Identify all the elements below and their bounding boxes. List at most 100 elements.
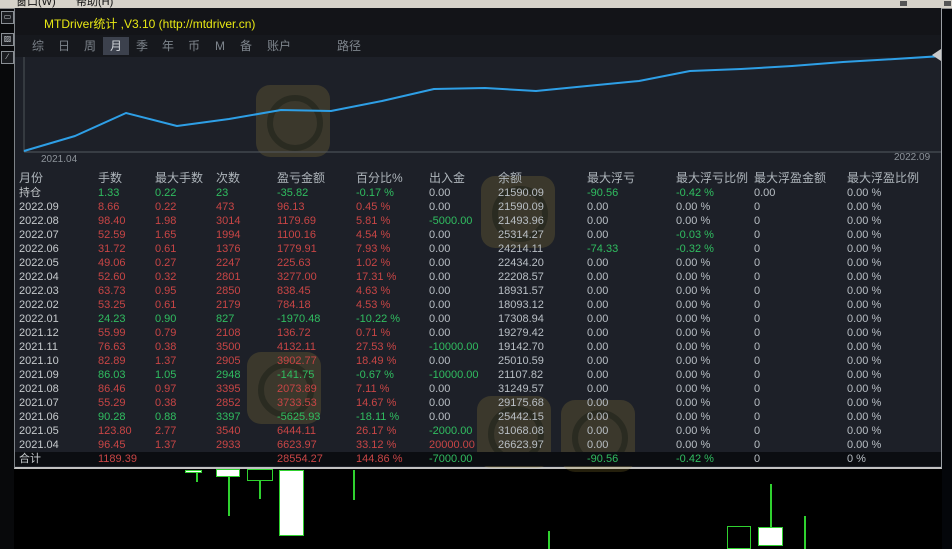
table-row[interactable]: 持仓 1.33 0.22 23 -35.82 -0.17 % 0.00 21590.09 -90… [15,186,941,200]
table-header-cell[interactable]: 最大手数 [155,171,204,185]
table-cell: -10000.00 [429,369,479,381]
table-cell: 8.66 [98,201,120,213]
table-row[interactable]: 2021.12 55.99 0.79 2108 136.72 0.71 % 0.00 1927… [15,326,941,340]
table-header-cell[interactable]: 最大浮盈比例 [847,171,920,185]
table-cell: 0.00 % [676,299,711,311]
table-header-cell[interactable]: 最大浮亏 [587,171,636,185]
table-cell: 0.61 [155,243,177,255]
table-row[interactable]: 2022.09 8.66 0.22 473 96.13 0.45 % 0.00 21590.0… [15,200,941,214]
table-header-cell[interactable]: 余额 [498,171,523,185]
table-row[interactable]: 2022.06 31.72 0.61 1376 1779.91 7.93 % 0.00 242… [15,242,941,256]
toolbar-item-备[interactable]: 备 [239,39,252,53]
toolbar-item-综[interactable]: 综 [31,39,44,53]
table-row[interactable]: 2022.03 63.73 0.95 2850 838.45 4.63 % 0.00 1893… [15,284,941,298]
table-cell: 5.81 % [356,215,391,227]
table-cell: 21590.09 [498,187,544,199]
table-row[interactable]: 2022.04 52.60 0.32 2801 3277.00 17.31 % 0.00 22… [15,270,941,284]
table-cell: 0.00 [587,369,609,381]
table-cell: 0.00 [429,355,451,367]
table-header-cell[interactable]: 最大浮盈金额 [754,171,827,185]
table-cell: 33.12 % [356,439,397,451]
table-total-row[interactable]: 合计 1189.39 28554.27 144.86 % -7000.00 -90.56 -… [15,452,941,466]
table-cell: 1.98 [155,215,177,227]
table-header-cell[interactable]: 百分比% [356,171,403,185]
table-cell: 0.32 [155,271,177,283]
candle-body [279,470,304,536]
table-row[interactable]: 2021.07 55.29 0.38 2852 3733.53 14.67 % 0.00 29… [15,396,941,410]
toolbar-item-周[interactable]: 周 [83,39,96,53]
table-cell: 0.00 [429,285,451,297]
table-cell: 3500 [216,341,241,353]
stats-toolbar: 综日周月季年币 M 备账户 路径 [15,35,941,57]
table-cell: 0.00 % [676,355,711,367]
table-cell: 473 [216,201,235,213]
table-row[interactable]: 2021.09 86.03 1.05 2948 -141.75 -0.67 % -10000… [15,368,941,382]
table-cell: 25442.15 [498,411,544,423]
table-cell: -2000.00 [429,425,473,437]
table-cell: 123.80 [98,425,132,437]
toolbar-item-年[interactable]: 年 [161,39,174,53]
table-cell: 144.86 % [356,453,403,465]
table-cell: 0.00 % [676,369,711,381]
table-cell: -90.56 [587,453,619,465]
table-cell: -18.11 % [356,411,400,423]
table-cell: 0 [754,243,761,255]
toolbar-item-币[interactable]: 币 [187,39,200,53]
table-row[interactable]: 2021.11 76.63 0.38 3500 4132.11 27.53 % -10000… [15,340,941,354]
table-header-cell[interactable]: 次数 [216,171,241,185]
table-header-cell[interactable]: 出入金 [429,171,466,185]
toolbar-item-M[interactable]: M [215,39,225,53]
x-axis-end-label: 2022.09 [894,152,931,163]
candle-body [758,527,783,546]
window-close-icon[interactable] [944,1,951,6]
table-row[interactable]: 2022.07 52.59 1.65 1994 1100.16 4.54 % 0.00 253… [15,228,941,242]
toolbar-item-path[interactable]: 路径 [336,39,361,53]
table-row[interactable]: 2022.08 98.40 1.98 3014 1179.69 5.81 % -5000.0… [15,214,941,228]
table-cell: 28554.27 [277,453,323,465]
table-cell: 0.79 [155,327,177,339]
line-tool-icon[interactable]: ∕ [1,51,14,64]
table-cell: 0 [754,313,761,325]
table-cell: 0.90 [155,313,177,325]
table-header-cell[interactable]: 月份 [19,171,44,185]
table-cell: 持仓 [19,187,41,199]
window-minimize-icon[interactable] [900,1,907,6]
table-cell: 0.00 [587,411,609,423]
table-row[interactable]: 2021.10 82.89 1.37 2905 3902.77 18.49 % 0.00 25… [15,354,941,368]
table-cell: 1.02 % [356,257,391,269]
table-row[interactable]: 2021.08 86.46 0.97 3395 2073.89 7.11 % 0.00 312… [15,382,941,396]
table-cell: 1.65 [155,229,177,241]
menu-item-window[interactable]: 窗口(W) [16,0,56,8]
chart-window-icon[interactable]: ▭ [1,11,14,24]
toolbar-item-日[interactable]: 日 [57,39,70,53]
table-row[interactable]: 2022.02 53.25 0.61 2179 784.18 4.53 % 0.00 1809… [15,298,941,312]
table-cell: 0.00 [754,187,776,199]
table-cell: 96.13 [277,201,305,213]
table-header-cell[interactable]: 最大浮亏比例 [676,171,749,185]
table-cell: 1994 [216,229,241,241]
table-cell: 26.17 % [356,425,397,437]
table-cell: 0.00 [587,285,609,297]
table-row[interactable]: 2022.05 49.06 0.27 2247 225.63 1.02 % 0.00 2243… [15,256,941,270]
table-cell: 3902.77 [277,355,317,367]
table-cell: 0.00 [587,383,609,395]
table-cell: -1970.48 [277,313,321,325]
table-cell: 2021.05 [19,425,59,437]
table-cell: -0.42 % [676,187,714,199]
table-cell: 225.63 [277,257,311,269]
toolbar-item-月[interactable]: 月 [103,37,129,55]
table-row[interactable]: 2021.04 96.45 1.37 2933 6623.97 33.12 % 20000.… [15,438,941,452]
table-row[interactable]: 2021.05 123.80 2.77 3540 6444.11 26.17 % -2000… [15,424,941,438]
toolbar-item-季[interactable]: 季 [135,39,148,53]
window-title-bar[interactable]: MTDriver统计 ,V3.10 (http://mtdriver.cn) [15,8,941,35]
table-row[interactable]: 2022.01 24.23 0.90 827 -1970.48 -10.22 % 0.00 1… [15,312,941,326]
table-cell: 0.00 [429,201,451,213]
splitter-collapse-arrow-icon[interactable] [932,49,941,61]
menu-item-help[interactable]: 帮助(H) [76,0,114,8]
table-row[interactable]: 2021.06 90.28 0.88 3397 -5625.93 -18.11 % 0.00… [15,410,941,424]
table-header-cell[interactable]: 手数 [98,171,123,185]
toolbar-item-账户[interactable]: 账户 [266,39,291,53]
indicator-icon[interactable]: ▨ [1,33,14,46]
table-header-cell[interactable]: 盈亏金额 [277,171,326,185]
